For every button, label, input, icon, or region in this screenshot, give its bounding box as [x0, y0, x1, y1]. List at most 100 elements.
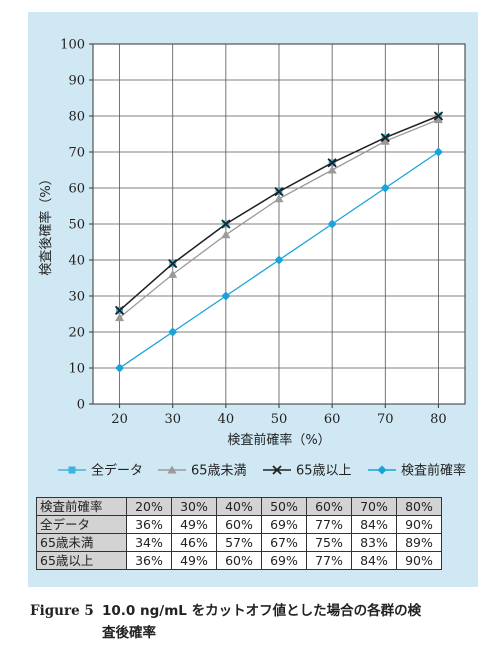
data-point	[114, 305, 125, 316]
table-cell: 20%	[126, 497, 172, 516]
data-point	[327, 158, 337, 168]
table-cell: 77%	[306, 515, 352, 534]
table-cell: 75%	[306, 533, 352, 552]
legend-item: 65歳以上	[263, 464, 352, 479]
table-cell: 49%	[171, 515, 217, 534]
x-tick-label: 30	[164, 412, 181, 427]
data-point	[380, 136, 390, 145]
legend: 全データ 65歳未満 65歳以上 検査前確率	[58, 463, 466, 479]
x-tick-label: 50	[271, 412, 288, 427]
data-point	[433, 111, 444, 121]
table-cell: 36%	[126, 551, 172, 570]
data-point	[115, 313, 125, 322]
table-cell: 30%	[171, 497, 217, 516]
data-point	[168, 327, 178, 337]
data-point	[168, 269, 178, 278]
table-cell: 40%	[216, 497, 262, 516]
table-cell: 90%	[396, 515, 442, 534]
series-2	[115, 115, 443, 322]
legend-item: 検査前確率	[368, 463, 466, 479]
data-point	[221, 219, 231, 229]
table-header-row: 検査前確率 20% 30% 40% 50% 60% 70% 80%	[36, 497, 442, 516]
legend-item: 全データ	[58, 463, 143, 479]
table-cell: 84%	[351, 551, 397, 570]
legend-label: 65歳以上	[296, 464, 352, 479]
table-cell: 77%	[306, 551, 352, 570]
data-point	[168, 258, 178, 269]
y-axis-title: 検査後確率（%）	[38, 172, 54, 275]
chart: 0 10 20 30 40 50 60 70 80 90 100 20 30 40 50 60 70 80 検査…	[38, 38, 466, 479]
data-point	[274, 194, 284, 203]
table-cell: 90%	[396, 551, 442, 570]
table-cell: 70%	[351, 497, 397, 516]
table-cell: 80%	[396, 497, 442, 516]
x-tick-label: 80	[430, 412, 447, 427]
x-tick-labels: 20 30 40 50 60 70 80	[111, 412, 446, 427]
x-axis-title: 検査前確率（%）	[227, 432, 330, 448]
data-point	[380, 132, 390, 143]
table-row: 65歳未満 34% 46% 57% 67% 75% 83% 89%	[36, 533, 442, 552]
data-point	[221, 291, 231, 301]
y-tick-label: 0	[77, 398, 85, 413]
data-point	[274, 186, 284, 197]
table-cell: 36%	[126, 515, 172, 534]
table-cell: 50%	[261, 497, 307, 516]
table-cell: 69%	[261, 515, 307, 534]
data-point	[327, 165, 337, 174]
table-cell: 83%	[351, 533, 397, 552]
x-tick-label: 70	[377, 412, 394, 427]
table-cell: 60%	[306, 497, 352, 516]
table-cell: 46%	[171, 533, 217, 552]
data-table: 検査前確率 20% 30% 40% 50% 60% 70% 80% 全データ 36% 49% 60% 6…	[36, 497, 442, 570]
y-tick-label: 50	[68, 218, 85, 233]
data-point	[380, 183, 390, 193]
data-point	[274, 255, 284, 265]
data-point	[221, 230, 231, 239]
table-cell: 60%	[216, 551, 262, 570]
table-cell: 67%	[261, 533, 307, 552]
legend-marker	[167, 465, 177, 474]
table-cell: 57%	[216, 533, 262, 552]
table-cell: 84%	[351, 515, 397, 534]
data-point	[433, 147, 443, 157]
table-row-label: 65歳以上	[36, 551, 127, 570]
table-cell: 34%	[126, 533, 172, 552]
legend-label: 全データ	[91, 463, 143, 479]
table-row: 65歳以上 36% 49% 60% 69% 77% 84% 90%	[36, 551, 442, 570]
legend-item: 65歳未満	[158, 464, 247, 479]
figure-label: Figure 5	[30, 603, 94, 619]
y-tick-labels: 0 10 20 30 40 50 60 70 80 90 100	[60, 38, 85, 413]
legend-marker	[377, 465, 387, 475]
legend-marker	[68, 466, 76, 474]
data-point	[115, 363, 125, 373]
x-tick-label: 40	[218, 412, 235, 427]
data-point	[433, 115, 443, 124]
caption-line-1: 10.0 ng/mL をカットオフ値とした場合の各群の検	[102, 603, 422, 619]
y-tick-label: 70	[68, 146, 85, 161]
x-tick-label: 20	[111, 412, 128, 427]
series-4	[115, 147, 443, 373]
legend-marker	[272, 465, 282, 475]
y-tick-label: 10	[68, 362, 85, 377]
table-cell: 89%	[396, 533, 442, 552]
series-3	[114, 111, 444, 316]
table-row-label: 全データ	[36, 515, 127, 534]
table-row-label: 65歳未満	[36, 533, 127, 552]
y-tick-label: 30	[68, 290, 85, 305]
y-tick-label: 20	[68, 326, 85, 341]
table-row-label: 検査前確率	[36, 497, 127, 516]
grid	[89, 43, 465, 408]
table-row: 全データ 36% 49% 60% 69% 77% 84% 90%	[36, 515, 442, 534]
legend-label: 65歳未満	[191, 464, 247, 479]
y-tick-label: 40	[68, 254, 85, 269]
table-cell: 69%	[261, 551, 307, 570]
series	[114, 111, 444, 373]
table-cell: 49%	[171, 551, 217, 570]
y-tick-label: 60	[68, 182, 85, 197]
x-tick-label: 60	[324, 412, 341, 427]
table-cell: 60%	[216, 515, 262, 534]
figure-caption: Figure 5 10.0 ng/mL をカットオフ値とした場合の各群の検 査後確…	[30, 600, 480, 644]
y-tick-label: 100	[60, 38, 85, 53]
legend-label: 検査前確率	[401, 463, 466, 479]
data-point	[327, 219, 337, 229]
